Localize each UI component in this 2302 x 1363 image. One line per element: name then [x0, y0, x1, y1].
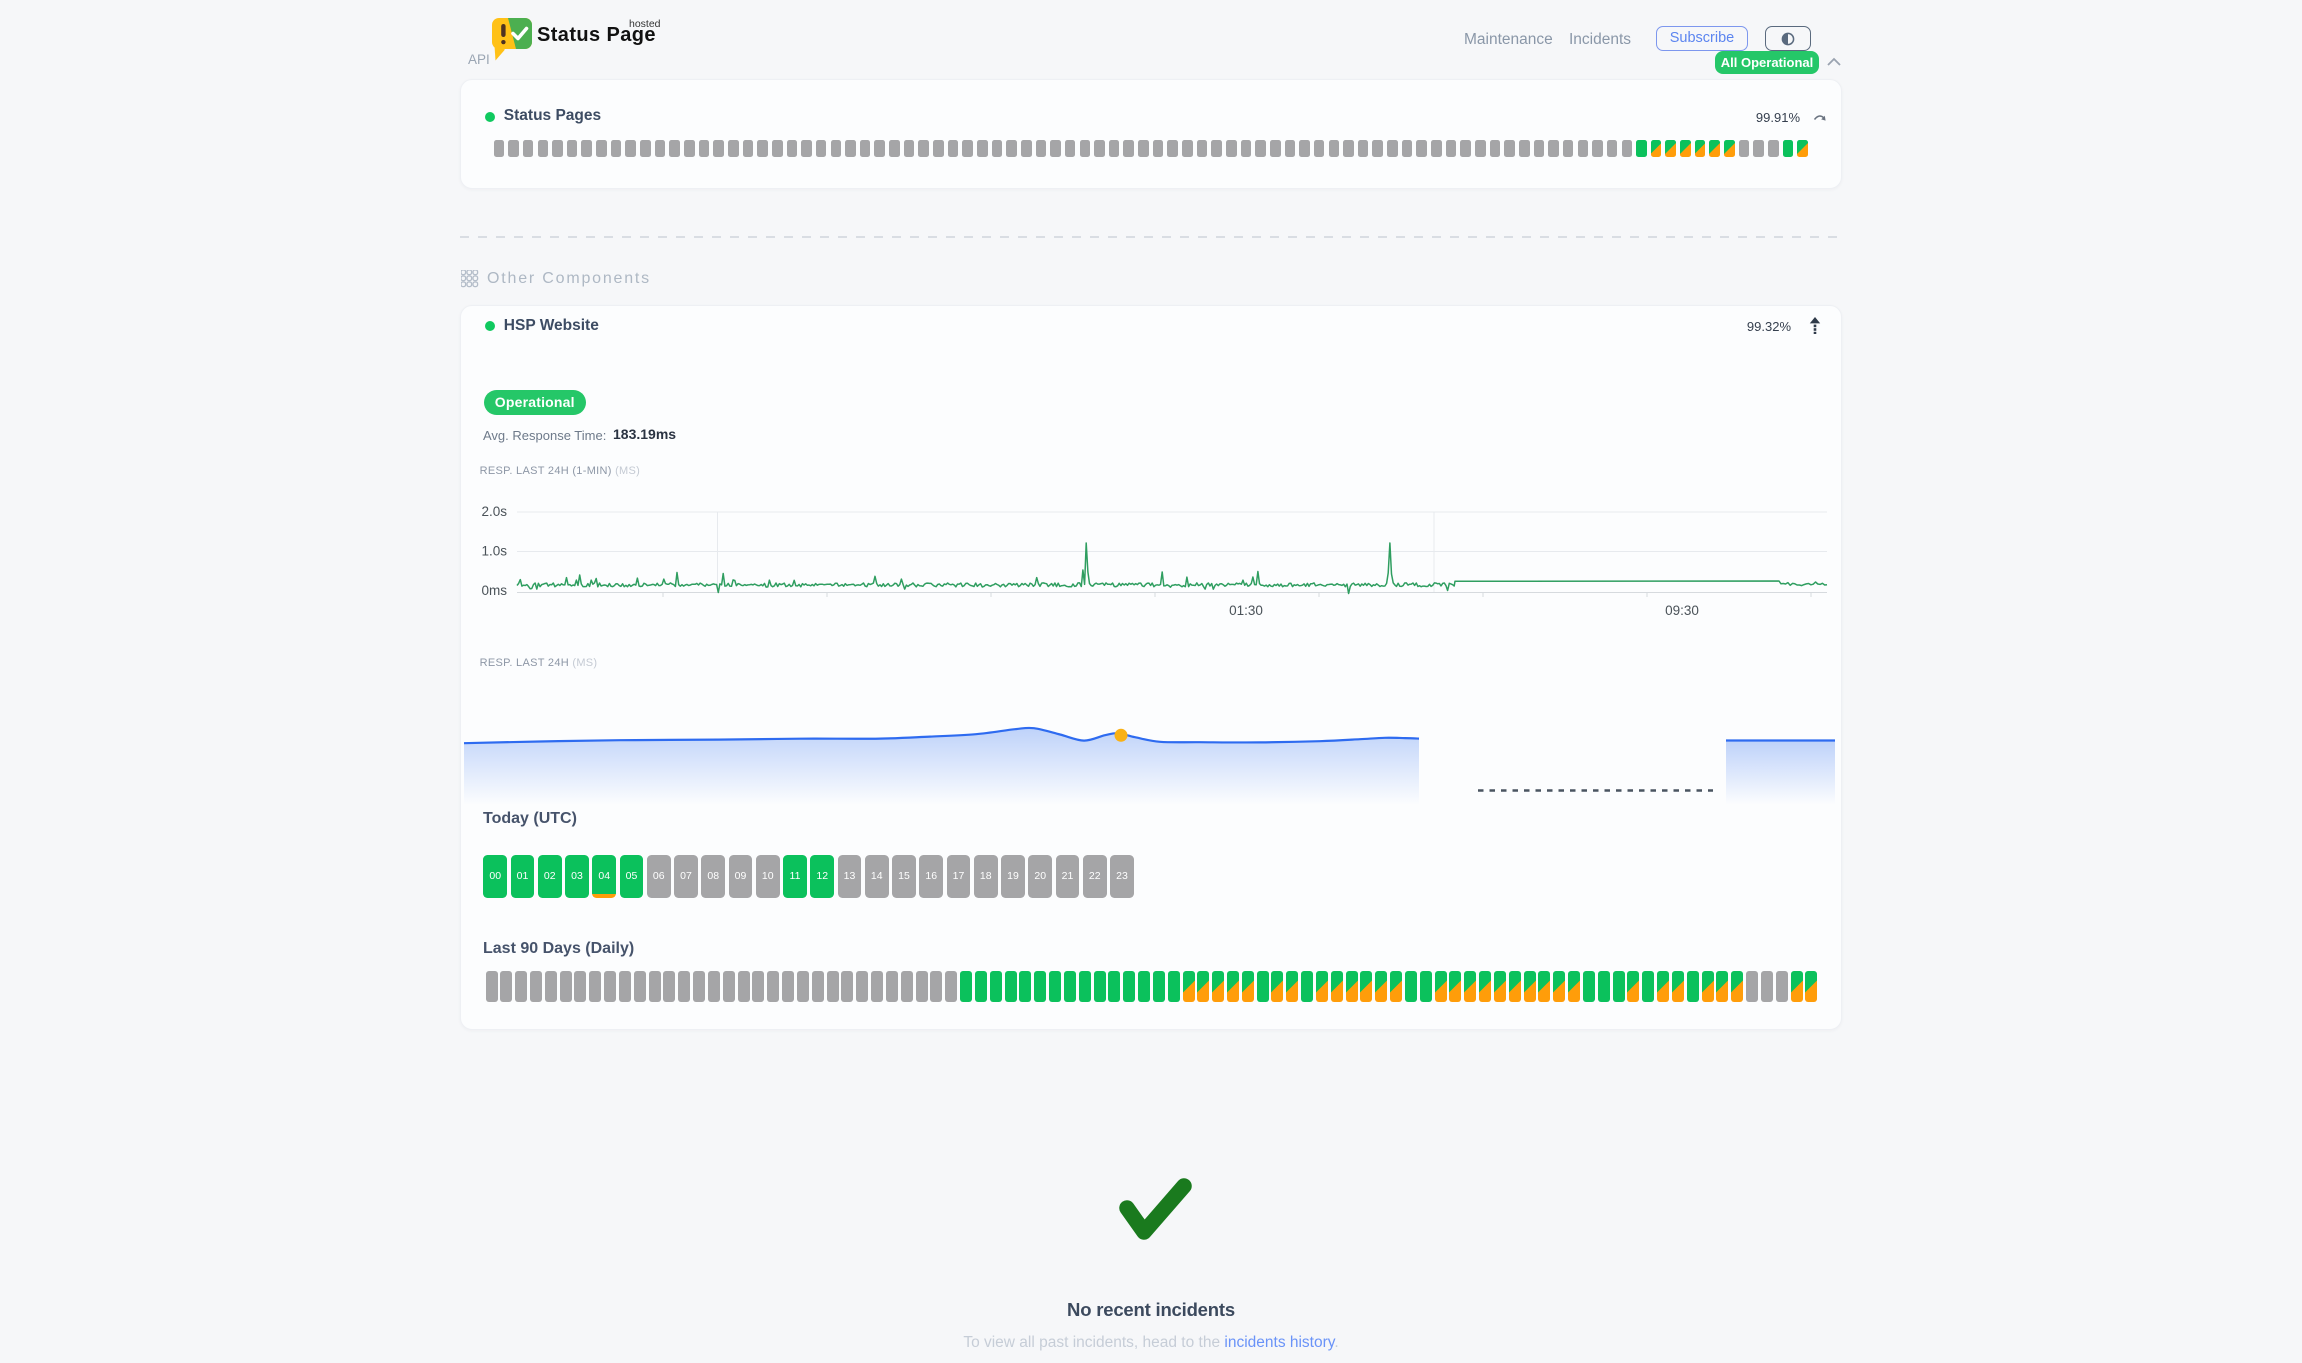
svg-text:0ms: 0ms	[481, 583, 507, 598]
svg-text:01:30: 01:30	[1229, 603, 1263, 618]
svg-text:2.0s: 2.0s	[481, 504, 507, 519]
svg-text:1.0s: 1.0s	[481, 544, 507, 559]
svg-text:09:30: 09:30	[1665, 603, 1699, 618]
